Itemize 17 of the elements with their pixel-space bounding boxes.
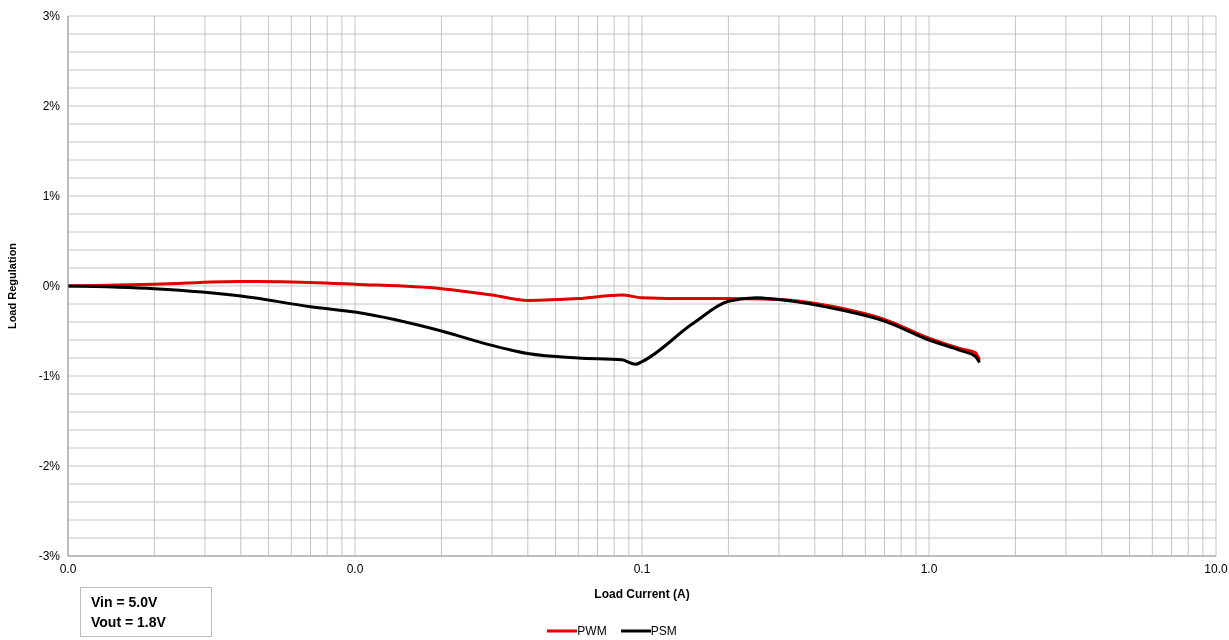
y-tick-label: 1% [42, 189, 61, 204]
x-tick-label: 0.0 [59, 561, 77, 576]
y-axis-title: Load Regulation [5, 242, 18, 330]
y-tick-label: -3% [38, 549, 61, 564]
y-tick-label: -1% [38, 369, 61, 384]
x-tick-label: 1.0 [920, 561, 938, 576]
legend-label: PSM [650, 624, 677, 638]
y-tick-label: 2% [42, 99, 61, 114]
x-tick-label: 0.1 [633, 561, 651, 576]
x-tick-label: 10.0 [1204, 561, 1228, 576]
legend-label: PWM [577, 624, 607, 638]
x-axis-title: Load Current (A) [594, 587, 690, 601]
x-tick-label: 0.0 [346, 561, 364, 576]
y-tick-label: 0% [42, 279, 61, 294]
y-tick-label: 3% [42, 9, 61, 24]
text: Vin = 5.0V Vout = 1.8V [80, 587, 212, 637]
y-tick-label: -2% [38, 459, 61, 474]
